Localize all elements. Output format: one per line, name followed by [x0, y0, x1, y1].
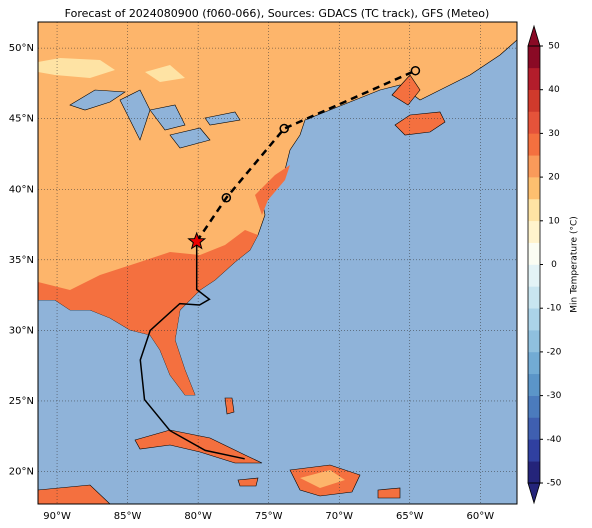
- y-tick-label: 45°N: [9, 114, 34, 125]
- colorbar-segment: [528, 133, 540, 156]
- x-tick-label: 65°W: [396, 511, 424, 522]
- colorbar-segment: [528, 111, 540, 134]
- colorbar-tick-label: 10: [548, 216, 560, 226]
- track: [139, 65, 421, 460]
- colorbar-segment: [528, 395, 540, 418]
- colorbar-tick-label: -20: [547, 347, 562, 357]
- colorbar-tick-label: 30: [548, 129, 560, 139]
- colorbar-segment: [528, 308, 540, 331]
- axes: 90°W 85°W 80°W 75°W 70°W 65°W 60°W 20°N 25°N 30°N…: [9, 43, 494, 522]
- forecast-point: [279, 123, 289, 134]
- colorbar-segment: [528, 177, 540, 200]
- lakes: [69, 89, 241, 149]
- colorbar-segment: [528, 264, 540, 287]
- colorbar-tick-label: 0: [551, 260, 557, 270]
- colorbar-segment: [528, 351, 540, 375]
- grid: [38, 22, 517, 504]
- x-tick-label: 60°W: [467, 511, 495, 522]
- colorbar-extend-bottom: [527, 482, 541, 505]
- forecast-point: [221, 192, 232, 203]
- colorbar-segment: [528, 242, 540, 265]
- colorbar-extend-top: [527, 24, 541, 47]
- y-tick-label: 35°N: [9, 255, 34, 266]
- forecast-point: [410, 65, 421, 76]
- y-tick-label: 30°N: [9, 325, 34, 336]
- colorbar: -50 -40 -30 -20 -10 0 10 20 30 40 50 Min Temperatur…: [527, 24, 580, 505]
- cool-land: [38, 58, 185, 82]
- x-tick-label: 75°W: [255, 511, 283, 522]
- colorbar-segment: [528, 439, 540, 462]
- forecast-track: [195, 69, 416, 243]
- y-tick-label: 50°N: [9, 43, 34, 54]
- past-track: [139, 241, 245, 460]
- colorbar-tick-label: -10: [547, 304, 562, 314]
- island-highland: [300, 470, 345, 488]
- colorbar-tick-label: -50: [547, 479, 562, 489]
- colorbar-segment: [528, 461, 540, 484]
- colorbar-tick-label: 20: [548, 173, 560, 183]
- x-tick-label: 80°W: [184, 511, 212, 522]
- colorbar-segment: [528, 330, 540, 353]
- colorbar-segment: [528, 46, 540, 69]
- colorbar-segment: [528, 198, 540, 222]
- colorbar-segment: [528, 89, 540, 112]
- warm-land: [38, 230, 258, 395]
- x-tick-label: 90°W: [43, 511, 71, 522]
- colorbar-segment: [528, 155, 540, 178]
- y-tick-label: 25°N: [9, 396, 34, 407]
- y-tick-label: 20°N: [9, 467, 34, 478]
- colorbar-segment: [528, 373, 540, 396]
- colorbar-segment: [528, 286, 540, 309]
- colorbar-segment: [528, 67, 540, 90]
- chart-title: Forecast of 2024080900 (f060-066), Sourc…: [65, 7, 490, 20]
- current-position: [187, 231, 207, 250]
- colorbar-tick-label: 50: [548, 42, 560, 52]
- x-tick-label: 70°W: [325, 511, 353, 522]
- island: [38, 477, 401, 504]
- colorbar-segment: [528, 220, 540, 243]
- island: [224, 397, 235, 415]
- warm-land: [255, 165, 290, 215]
- y-tick-label: 40°N: [9, 184, 34, 195]
- colorbar-label: Min Temperature (°C): [570, 216, 580, 313]
- colorbar-tick-label: -40: [547, 435, 562, 445]
- map: [38, 22, 517, 504]
- colorbar-tick-label: -30: [547, 391, 562, 401]
- colorbar-segment: [528, 417, 540, 440]
- x-tick-label: 85°W: [114, 511, 142, 522]
- colorbar-tick-label: 40: [548, 85, 560, 95]
- map-frame: [37, 21, 518, 505]
